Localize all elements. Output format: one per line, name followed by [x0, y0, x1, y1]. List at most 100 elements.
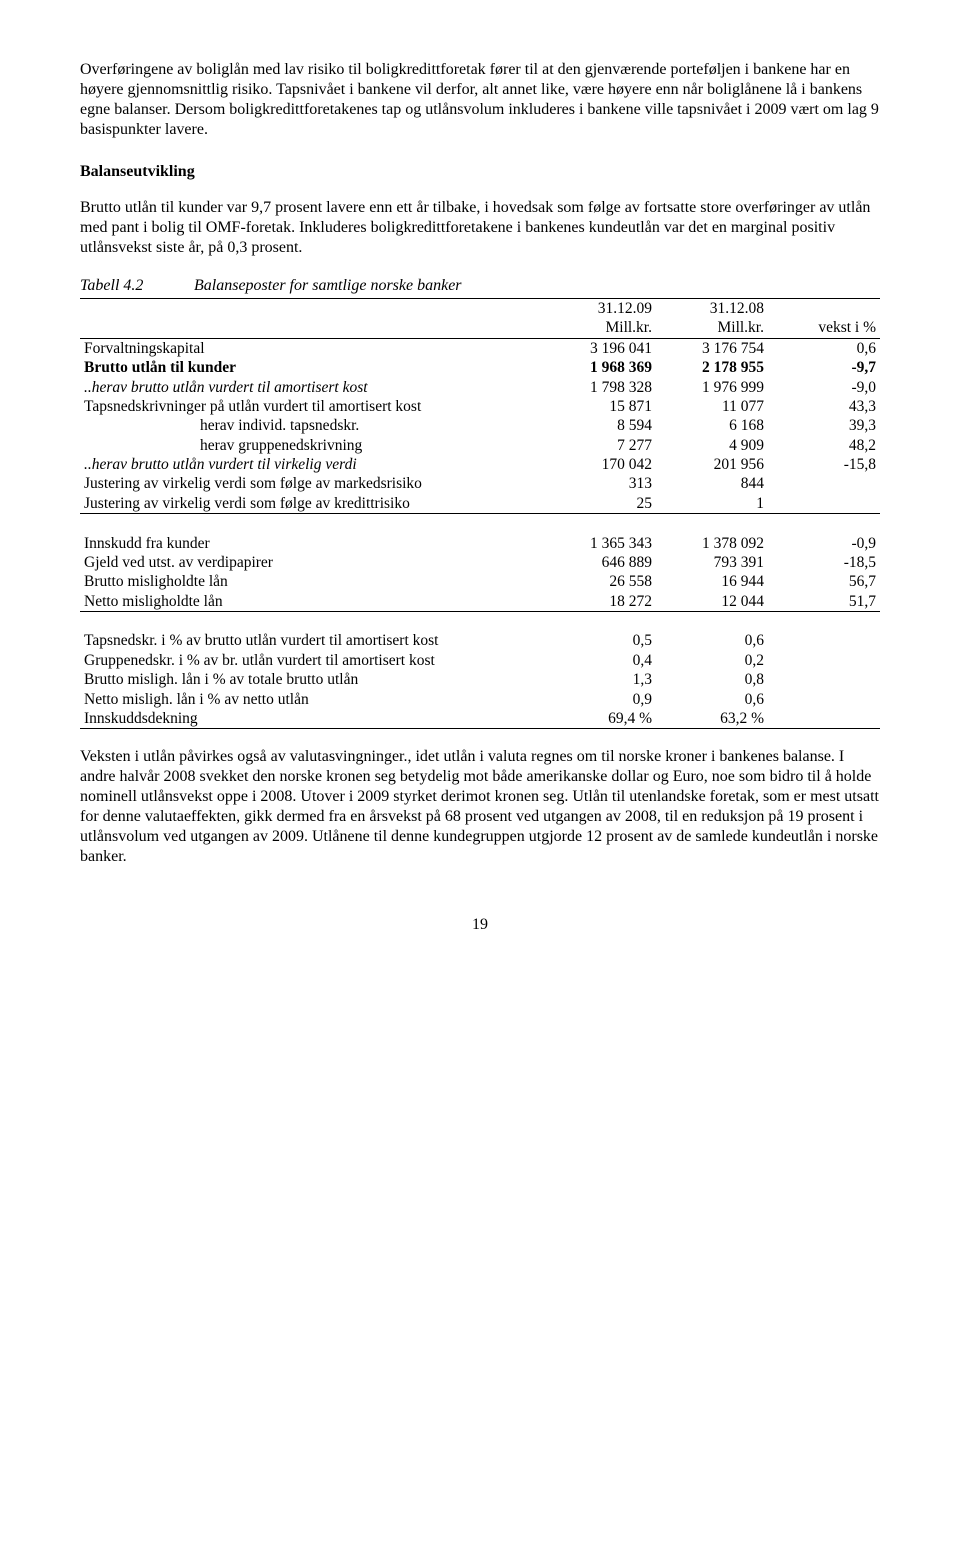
row-value-a: 646 889	[544, 553, 656, 572]
row-label: Tapsnedskrivninger på utlån vurdert til …	[80, 397, 544, 416]
table-row: Forvaltningskapital3 196 0413 176 7540,6	[80, 338, 880, 358]
row-value-b: 4 909	[656, 436, 768, 455]
row-label: Netto misligh. lån i % av netto utlån	[80, 690, 544, 709]
table-row: Innskudd fra kunder1 365 3431 378 092-0,…	[80, 534, 880, 553]
row-value-a: 18 272	[544, 592, 656, 611]
row-label: Gjeld ved utst. av verdipapirer	[80, 553, 544, 572]
row-value-c	[768, 631, 880, 650]
paragraph-2: Brutto utlån til kunder var 9,7 prosent …	[80, 198, 880, 258]
row-value-a: 7 277	[544, 436, 656, 455]
row-value-a: 3 196 041	[544, 338, 656, 358]
row-value-b: 12 044	[656, 592, 768, 611]
row-label: Justering av virkelig verdi som følge av…	[80, 474, 544, 493]
row-value-c: -9,0	[768, 378, 880, 397]
table-row: Tapsnedskrivninger på utlån vurdert til …	[80, 397, 880, 416]
row-value-a: 1,3	[544, 670, 656, 689]
col-header-growth: vekst i %	[768, 318, 880, 338]
row-value-c	[768, 670, 880, 689]
table-row: Justering av virkelig verdi som følge av…	[80, 494, 880, 513]
table-row: ..herav brutto utlån vurdert til amortis…	[80, 378, 880, 397]
row-value-b: 63,2 %	[656, 709, 768, 728]
row-label: Brutto misligh. lån i % av totale brutto…	[80, 670, 544, 689]
row-label: Justering av virkelig verdi som følge av…	[80, 494, 544, 513]
row-value-b: 0,8	[656, 670, 768, 689]
row-value-b: 793 391	[656, 553, 768, 572]
col-header-date-2: 31.12.08	[656, 299, 768, 319]
table-header-row-1: 31.12.09 31.12.08	[80, 299, 880, 319]
table-number: Tabell 4.2	[80, 276, 190, 296]
row-value-c	[768, 690, 880, 709]
row-value-a: 26 558	[544, 572, 656, 591]
row-value-b: 0,2	[656, 651, 768, 670]
row-label: herav gruppenedskrivning	[80, 436, 544, 455]
row-value-b: 2 178 955	[656, 358, 768, 377]
row-value-c: 39,3	[768, 416, 880, 435]
row-value-a: 1 968 369	[544, 358, 656, 377]
row-label: ..herav brutto utlån vurdert til amortis…	[80, 378, 544, 397]
section-title-balanseutvikling: Balanseutvikling	[80, 162, 880, 182]
table-row: Brutto misligholdte lån26 55816 94456,7	[80, 572, 880, 591]
col-header-date-1: 31.12.09	[544, 299, 656, 319]
row-value-c: 56,7	[768, 572, 880, 591]
row-value-c: 43,3	[768, 397, 880, 416]
row-value-b: 201 956	[656, 455, 768, 474]
row-value-a: 1 365 343	[544, 534, 656, 553]
table-row: Tapsnedskr. i % av brutto utlån vurdert …	[80, 631, 880, 650]
row-label: Innskudd fra kunder	[80, 534, 544, 553]
table-row: Innskuddsdekning69,4 %63,2 %	[80, 709, 880, 728]
row-value-b: 844	[656, 474, 768, 493]
row-value-a: 25	[544, 494, 656, 513]
row-value-c: 51,7	[768, 592, 880, 611]
row-value-c	[768, 709, 880, 728]
row-value-c: -18,5	[768, 553, 880, 572]
row-value-c	[768, 494, 880, 513]
row-value-b: 11 077	[656, 397, 768, 416]
table-row: Netto misligholdte lån18 27212 04451,7	[80, 592, 880, 611]
row-value-a: 0,9	[544, 690, 656, 709]
row-value-b: 16 944	[656, 572, 768, 591]
row-value-c: -9,7	[768, 358, 880, 377]
row-label: Innskuddsdekning	[80, 709, 544, 728]
row-value-b: 1	[656, 494, 768, 513]
row-value-c: -0,9	[768, 534, 880, 553]
table-row: herav gruppenedskrivning7 2774 90948,2	[80, 436, 880, 455]
table-header-row-2: Mill.kr. Mill.kr. vekst i %	[80, 318, 880, 338]
row-value-b: 6 168	[656, 416, 768, 435]
balance-table: 31.12.09 31.12.08 Mill.kr. Mill.kr. veks…	[80, 298, 880, 729]
table-row: Gruppenedskr. i % av br. utlån vurdert t…	[80, 651, 880, 670]
table-title: Balanseposter for samtlige norske banker	[194, 277, 462, 294]
table-row: Brutto misligh. lån i % av totale brutto…	[80, 670, 880, 689]
row-value-a: 15 871	[544, 397, 656, 416]
table-caption: Tabell 4.2 Balanseposter for samtlige no…	[80, 276, 880, 296]
row-label: ..herav brutto utlån vurdert til virkeli…	[80, 455, 544, 474]
table-row: Brutto utlån til kunder1 968 3692 178 95…	[80, 358, 880, 377]
row-value-a: 0,4	[544, 651, 656, 670]
table-row: Gjeld ved utst. av verdipapirer646 88979…	[80, 553, 880, 572]
row-value-a: 69,4 %	[544, 709, 656, 728]
row-label: Brutto misligholdte lån	[80, 572, 544, 591]
row-value-a: 313	[544, 474, 656, 493]
row-value-a: 8 594	[544, 416, 656, 435]
row-value-c	[768, 651, 880, 670]
row-value-a: 170 042	[544, 455, 656, 474]
row-label: Gruppenedskr. i % av br. utlån vurdert t…	[80, 651, 544, 670]
row-label: Netto misligholdte lån	[80, 592, 544, 611]
col-header-unit-1: Mill.kr.	[544, 318, 656, 338]
row-label: Forvaltningskapital	[80, 338, 544, 358]
table-row: Netto misligh. lån i % av netto utlån0,9…	[80, 690, 880, 709]
row-value-b: 3 176 754	[656, 338, 768, 358]
row-label: Tapsnedskr. i % av brutto utlån vurdert …	[80, 631, 544, 650]
table-row: herav individ. tapsnedskr.8 5946 16839,3	[80, 416, 880, 435]
row-value-a: 0,5	[544, 631, 656, 650]
row-value-b: 0,6	[656, 690, 768, 709]
table-row: ..herav brutto utlån vurdert til virkeli…	[80, 455, 880, 474]
row-value-c	[768, 474, 880, 493]
table-row: Justering av virkelig verdi som følge av…	[80, 474, 880, 493]
row-value-c: 48,2	[768, 436, 880, 455]
row-value-c: 0,6	[768, 338, 880, 358]
row-label: herav individ. tapsnedskr.	[80, 416, 544, 435]
paragraph-1: Overføringene av boliglån med lav risiko…	[80, 60, 880, 140]
paragraph-3: Veksten i utlån påvirkes også av valutas…	[80, 747, 880, 867]
row-value-b: 0,6	[656, 631, 768, 650]
row-label: Brutto utlån til kunder	[80, 358, 544, 377]
